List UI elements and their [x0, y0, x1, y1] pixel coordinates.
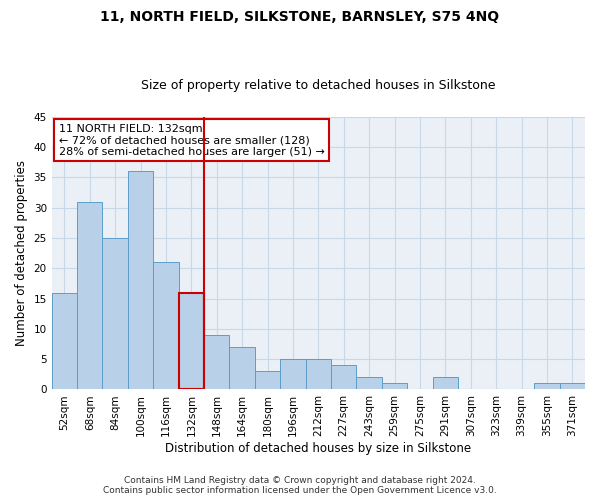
Text: 11, NORTH FIELD, SILKSTONE, BARNSLEY, S75 4NQ: 11, NORTH FIELD, SILKSTONE, BARNSLEY, S7…	[100, 10, 500, 24]
Bar	[52, 292, 77, 390]
Bar	[204, 335, 229, 390]
Text: Contains HM Land Registry data © Crown copyright and database right 2024.
Contai: Contains HM Land Registry data © Crown c…	[103, 476, 497, 495]
Bar	[305, 359, 331, 390]
Bar	[128, 172, 153, 390]
Bar	[331, 365, 356, 390]
Bar	[356, 378, 382, 390]
Y-axis label: Number of detached properties: Number of detached properties	[15, 160, 28, 346]
Bar	[560, 384, 585, 390]
Bar	[280, 359, 305, 390]
Title: Size of property relative to detached houses in Silkstone: Size of property relative to detached ho…	[141, 79, 496, 92]
X-axis label: Distribution of detached houses by size in Silkstone: Distribution of detached houses by size …	[165, 442, 472, 455]
Bar	[153, 262, 179, 390]
Bar	[77, 202, 103, 390]
Bar	[103, 238, 128, 390]
Bar	[382, 384, 407, 390]
Bar	[433, 378, 458, 390]
Bar	[255, 372, 280, 390]
Bar	[229, 347, 255, 390]
Bar	[534, 384, 560, 390]
Text: 11 NORTH FIELD: 132sqm
← 72% of detached houses are smaller (128)
28% of semi-de: 11 NORTH FIELD: 132sqm ← 72% of detached…	[59, 124, 325, 157]
Bar	[179, 292, 204, 390]
